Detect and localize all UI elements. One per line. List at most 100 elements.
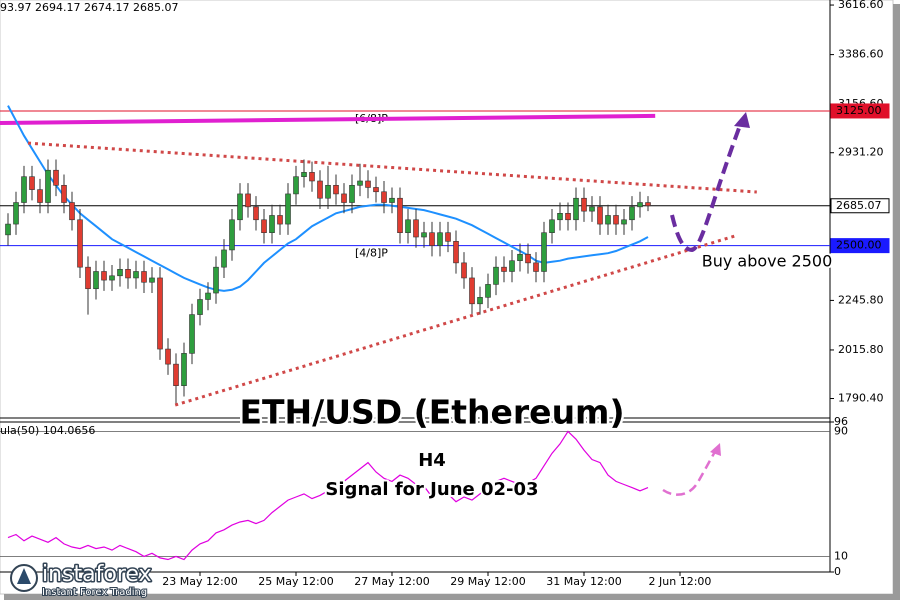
candle-body [573,197,579,221]
candle-body [341,193,347,203]
candle-body [389,197,395,203]
logo-name: instaforex [42,562,152,587]
candle-body [37,189,43,203]
candle-body [629,206,635,221]
candle-body [69,202,75,221]
candle-body [325,184,331,199]
candle-body [333,184,339,195]
candle-body [397,197,403,234]
candle-body [501,266,507,272]
candle-body [29,176,35,190]
indicator-label: ula(50) 104.0656 [0,424,95,437]
candle-body [285,193,291,225]
candle-body [453,241,459,264]
trendline [27,141,757,194]
candle-body [181,353,187,386]
candle-body [165,348,171,365]
candle-body [293,176,299,195]
candle-body [317,180,323,199]
candle-body [197,299,203,315]
frame-shadow [4,594,900,600]
candle-body [45,169,51,203]
candle-body [357,180,363,186]
candle-body [581,197,587,212]
candle-body [149,277,155,283]
level-label: 3125.00 [836,104,882,117]
y-tick-label: 1790.40 [838,392,884,405]
candle-body [365,180,371,188]
candle-body [157,277,163,350]
candle-body [565,213,571,221]
y-tick-label: 3386.60 [838,48,884,61]
candle-body [173,363,179,386]
candle-body [77,219,83,268]
y-tick-label: 10 [834,549,848,562]
candle-body [429,232,435,246]
candle-body [237,193,243,221]
candle-body [261,219,267,234]
candle-body [109,275,115,281]
plot: 3616.603386.603156.602931.202245.802015.… [0,0,890,588]
y-tick-label: 90 [834,424,848,437]
candle-body [381,191,387,203]
candle-body [21,176,27,203]
candle-body [485,284,491,298]
candle-body [101,271,107,281]
candle-body [205,292,211,300]
candle-body [245,193,251,208]
candle-body [309,172,315,182]
candle-body [221,249,227,268]
x-tick-label: 2 Jun 12:00 [649,575,712,588]
candle-body [493,266,499,285]
logo: instaforex Instant Forex Trading [10,561,153,599]
candle-body [421,232,427,238]
candle-body [405,219,411,234]
candle-body [189,314,195,354]
candle-body [141,271,147,283]
candle-body [5,223,11,236]
x-tick-label: 23 May 12:00 [162,575,237,588]
candle-body [269,215,275,234]
candle-body [597,206,603,225]
chart-title: ETH/USD (Ethereum) [239,393,624,432]
candle-body [437,232,443,246]
y-tick-label: 0 [834,565,841,578]
candle-body [477,297,483,305]
candle-body [637,202,643,208]
level-label-box [830,238,890,254]
y-tick-label: 2931.20 [838,146,884,159]
y-tick-label: 2245.80 [838,293,884,306]
ohlc-header: 93.97 2694.17 2674.17 2685.07 [0,1,178,14]
frame-shadow [893,4,900,600]
x-tick-label: 25 May 12:00 [258,575,333,588]
level-note: [4/8]P [355,247,388,260]
candle-body [589,206,595,212]
candle-body [253,206,259,221]
candle-body [413,219,419,238]
candle-body [277,215,283,225]
candle-body [525,253,531,264]
candle-body [301,172,307,177]
candle-body [517,253,523,262]
candle-body [229,219,235,251]
candle-body [469,277,475,305]
candle-body [373,187,379,193]
forecast-arrow [670,119,744,253]
level-label: 2500.00 [836,239,882,252]
annotation: Buy above 2500 [702,252,833,271]
y-tick-label: 3616.60 [838,0,884,11]
y-tick-label: 96 [834,415,848,428]
candle-body [133,271,139,279]
level-label: 2685.07 [836,199,882,212]
candle-body [445,232,451,242]
candle-body [645,202,651,207]
candle-body [549,219,555,234]
x-tick-label: 31 May 12:00 [546,575,621,588]
candle-body [533,262,539,272]
arrow-head [734,112,750,128]
candle-body [213,266,219,294]
candle-body [509,260,515,272]
